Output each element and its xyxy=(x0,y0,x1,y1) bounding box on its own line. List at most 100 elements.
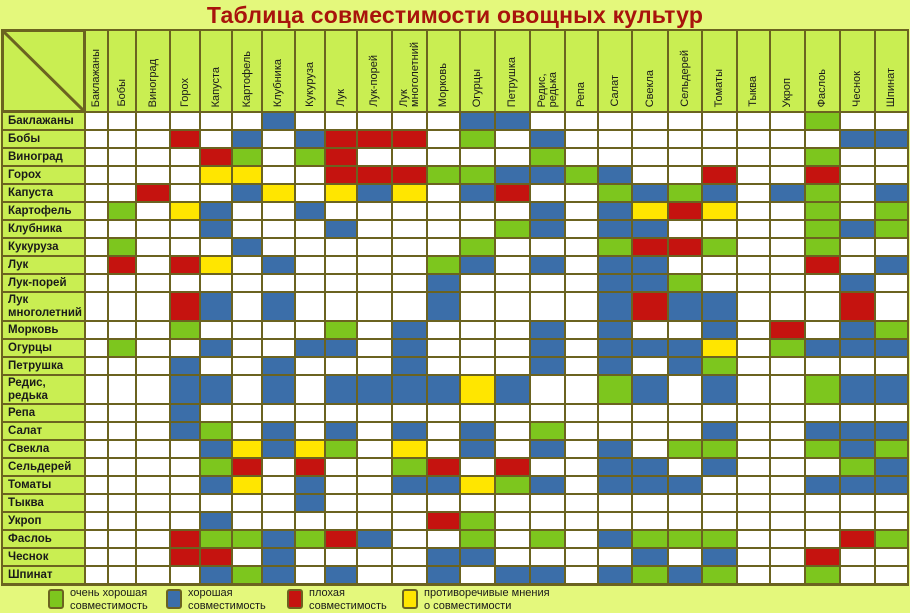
compatibility-cell xyxy=(136,357,170,375)
compatibility-cell xyxy=(668,339,702,357)
compatibility-cell xyxy=(325,494,357,512)
compatibility-cell xyxy=(702,112,737,130)
compatibility-cell xyxy=(232,256,262,274)
compatibility-cell xyxy=(632,130,668,148)
compatibility-cell xyxy=(232,494,262,512)
column-header: Баклажаны xyxy=(85,30,108,112)
column-header: Огурцы xyxy=(460,30,495,112)
compatibility-cell xyxy=(232,238,262,256)
compatibility-cell xyxy=(262,130,295,148)
compatibility-cell xyxy=(668,548,702,566)
legend-swatch-blue xyxy=(166,589,182,609)
compatibility-cell xyxy=(530,548,565,566)
compatibility-cell xyxy=(85,404,108,422)
compatibility-cell xyxy=(632,166,668,184)
column-header: Укроп xyxy=(770,30,805,112)
compatibility-cell xyxy=(840,566,875,584)
compatibility-cell xyxy=(770,494,805,512)
compatibility-cell xyxy=(136,220,170,238)
compatibility-cell xyxy=(805,321,840,339)
compatibility-cell xyxy=(565,220,598,238)
compatibility-cell xyxy=(325,256,357,274)
compatibility-cell xyxy=(495,238,530,256)
row-header: Картофель xyxy=(2,202,85,220)
compatibility-cell xyxy=(770,112,805,130)
compatibility-cell xyxy=(108,375,136,404)
compatibility-cell xyxy=(170,530,200,548)
compatibility-cell xyxy=(427,184,460,202)
compatibility-cell xyxy=(136,494,170,512)
compatibility-cell xyxy=(232,357,262,375)
compatibility-cell xyxy=(737,375,770,404)
compatibility-cell xyxy=(325,566,357,584)
compatibility-cell xyxy=(805,184,840,202)
compatibility-cell xyxy=(85,292,108,321)
compatibility-cell xyxy=(85,220,108,238)
compatibility-cell xyxy=(108,292,136,321)
compatibility-cell xyxy=(702,566,737,584)
compatibility-cell xyxy=(598,220,632,238)
compatibility-cell xyxy=(357,321,392,339)
compatibility-cell xyxy=(840,202,875,220)
compatibility-cell xyxy=(668,512,702,530)
column-header-label: Лук xyxy=(334,89,347,107)
compatibility-cell xyxy=(702,548,737,566)
compatibility-cell xyxy=(427,202,460,220)
compatibility-cell xyxy=(200,375,232,404)
compatibility-cell xyxy=(295,339,325,357)
compatibility-cell xyxy=(702,130,737,148)
compatibility-cell xyxy=(262,357,295,375)
compatibility-cell xyxy=(262,112,295,130)
compatibility-cell xyxy=(495,256,530,274)
compatibility-cell xyxy=(460,375,495,404)
compatibility-cell xyxy=(295,148,325,166)
compatibility-cell xyxy=(840,494,875,512)
compatibility-cell xyxy=(136,166,170,184)
compatibility-cell xyxy=(325,476,357,494)
compatibility-cell xyxy=(770,375,805,404)
compatibility-cell xyxy=(632,566,668,584)
compatibility-cell xyxy=(737,530,770,548)
compatibility-cell xyxy=(460,512,495,530)
compatibility-cell xyxy=(357,440,392,458)
compatibility-cell xyxy=(262,292,295,321)
compatibility-cell xyxy=(200,566,232,584)
compatibility-cell xyxy=(495,404,530,422)
compatibility-cell xyxy=(702,375,737,404)
compatibility-cell xyxy=(702,202,737,220)
compatibility-cell xyxy=(357,422,392,440)
row-header: Лук многолетний xyxy=(2,292,85,321)
compatibility-cell xyxy=(232,476,262,494)
compatibility-cell xyxy=(232,148,262,166)
compatibility-cell xyxy=(702,512,737,530)
compatibility-cell xyxy=(325,292,357,321)
column-header-label: Репа xyxy=(575,81,587,107)
row-header: Репа xyxy=(2,404,85,422)
compatibility-cell xyxy=(262,440,295,458)
compatibility-cell xyxy=(136,530,170,548)
compatibility-cell xyxy=(232,130,262,148)
compatibility-cell xyxy=(530,202,565,220)
row-header: Петрушка xyxy=(2,357,85,375)
row-header: Лук-порей xyxy=(2,274,85,292)
compatibility-cell xyxy=(427,292,460,321)
compatibility-cell xyxy=(737,476,770,494)
column-header: Лук-порей xyxy=(357,30,392,112)
compatibility-cell xyxy=(875,202,908,220)
compatibility-cell xyxy=(530,494,565,512)
compatibility-cell xyxy=(108,321,136,339)
compatibility-cell xyxy=(460,166,495,184)
compatibility-cell xyxy=(170,404,200,422)
compatibility-cell xyxy=(460,566,495,584)
compatibility-cell xyxy=(737,548,770,566)
compatibility-cell xyxy=(200,292,232,321)
compatibility-cell xyxy=(460,339,495,357)
column-header-label: Сельдерей xyxy=(678,50,691,107)
column-header: Тыква xyxy=(737,30,770,112)
row-header: Томаты xyxy=(2,476,85,494)
compatibility-cell xyxy=(702,458,737,476)
compatibility-cell xyxy=(262,566,295,584)
compatibility-cell xyxy=(668,458,702,476)
compatibility-cell xyxy=(565,530,598,548)
compatibility-cell xyxy=(136,566,170,584)
